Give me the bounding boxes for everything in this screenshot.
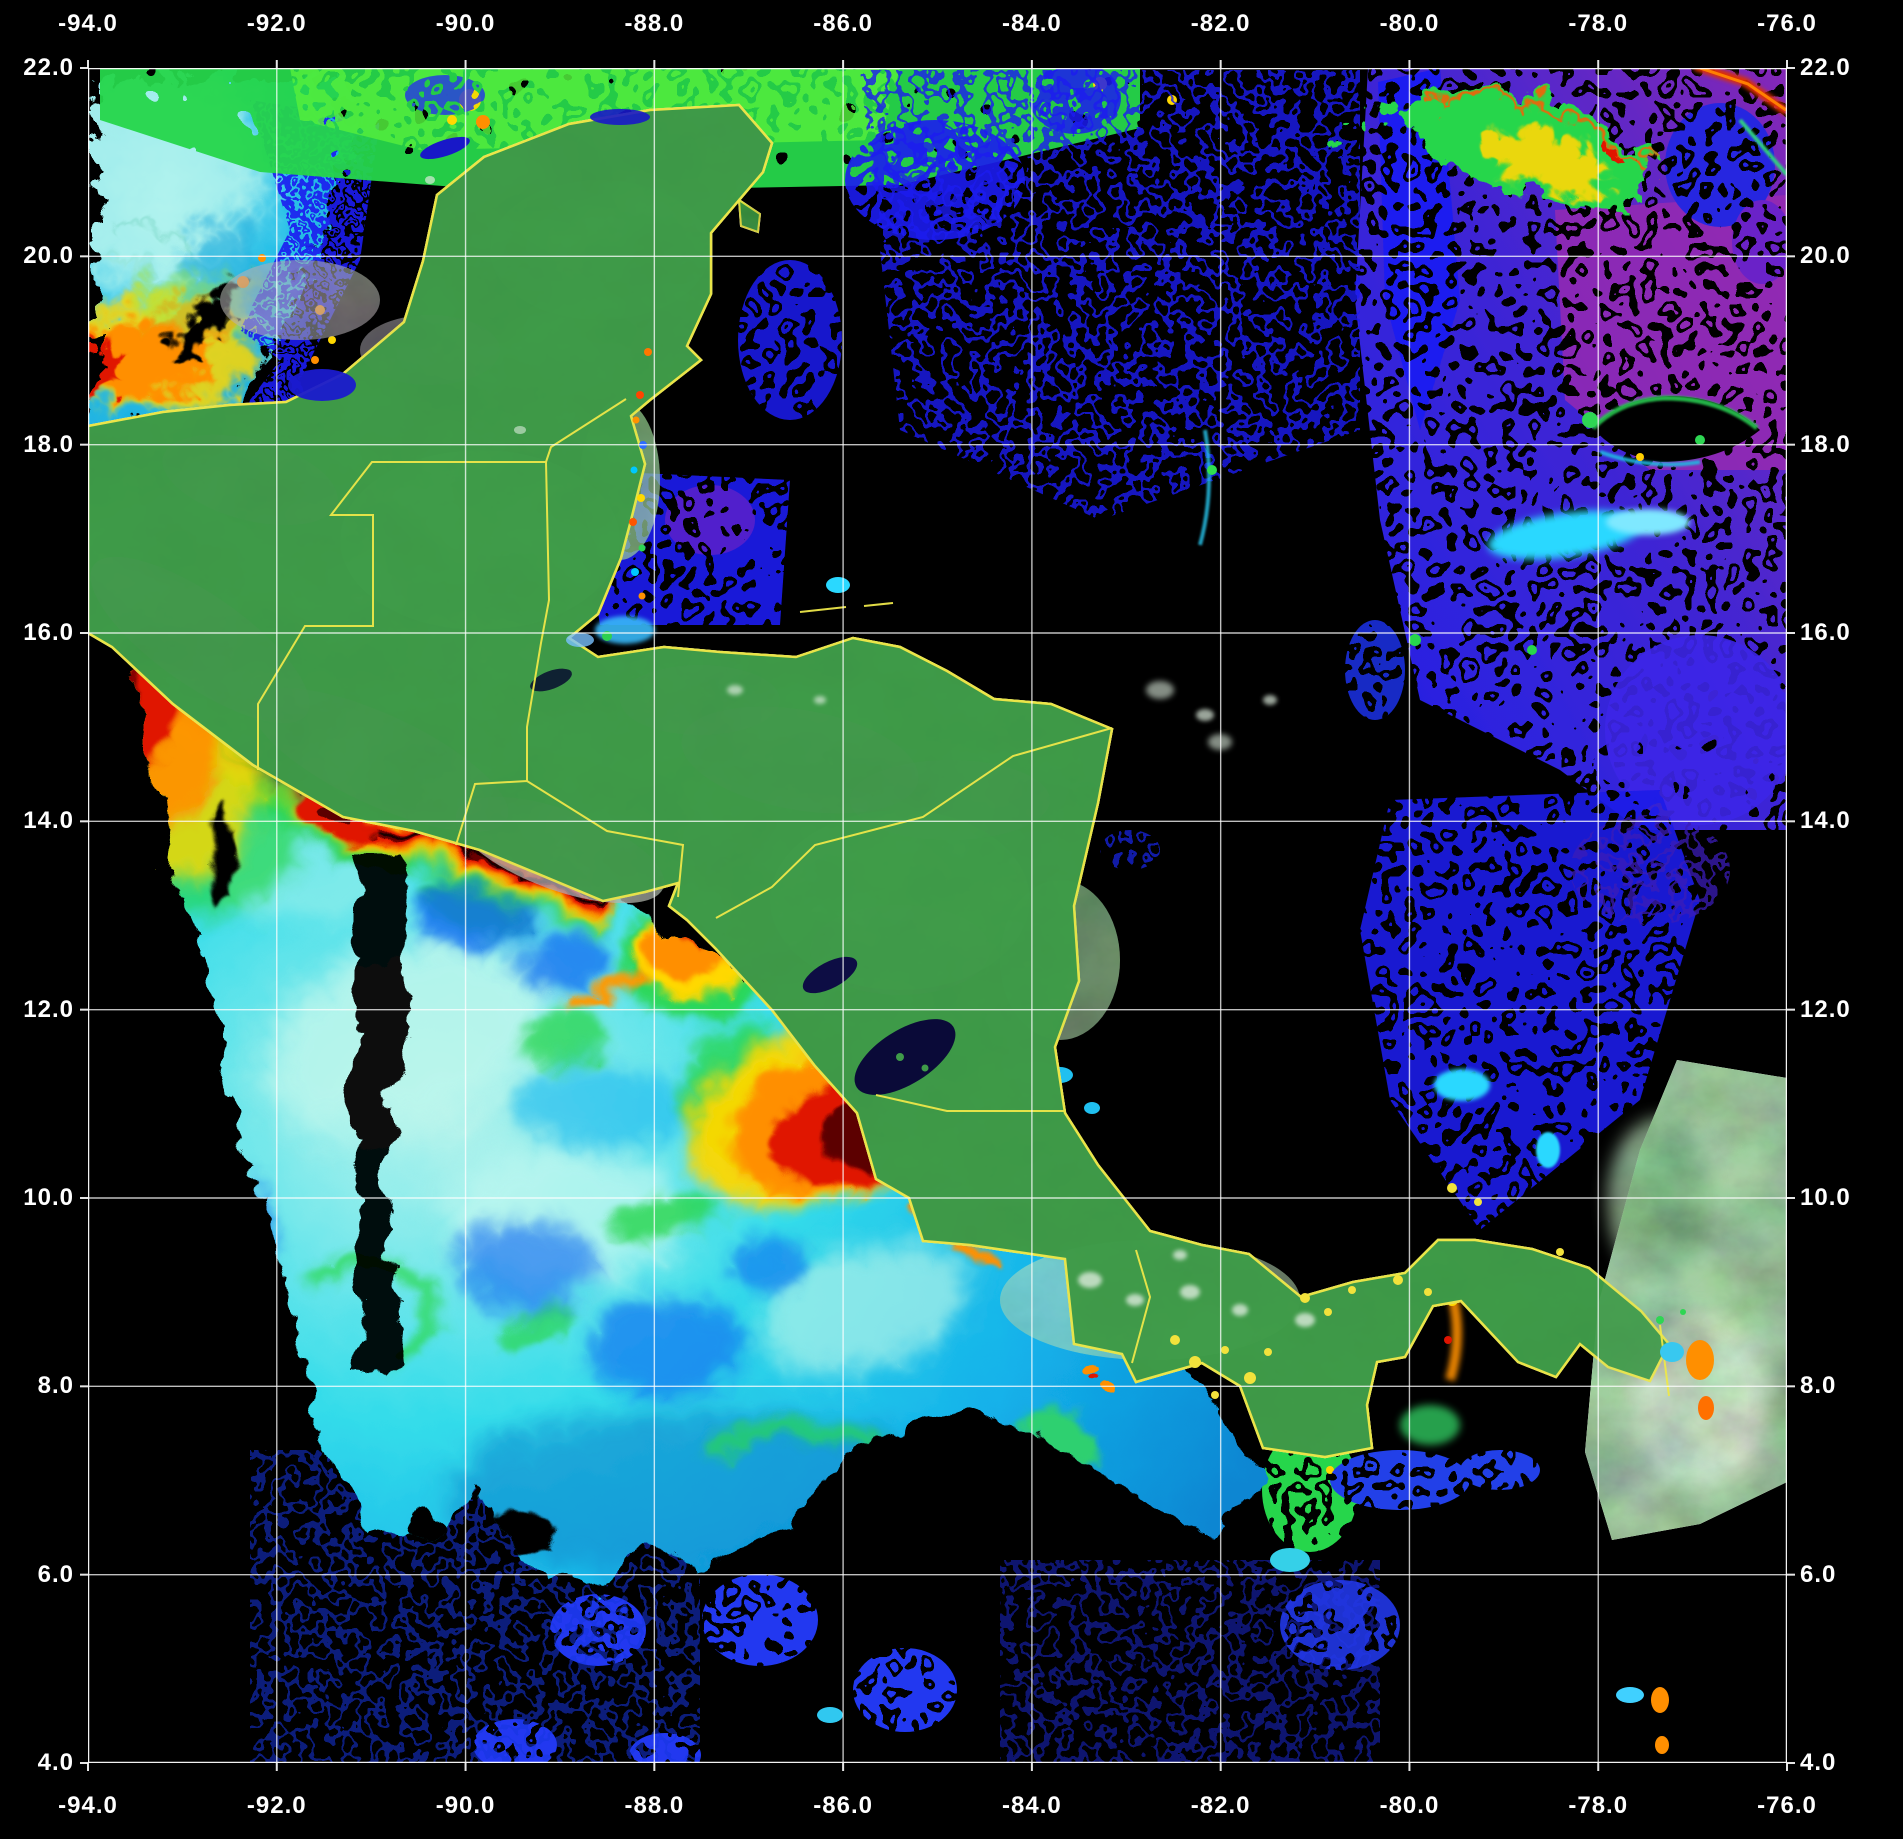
lat-tick-label: 10.0 xyxy=(1800,1184,1851,1211)
panama-yellow-cloud-specks xyxy=(1170,1183,1564,1399)
lon-tick-label: -90.0 xyxy=(435,1792,496,1819)
lat-tick-label: 18.0 xyxy=(1800,430,1851,458)
lat-tick-label: 18.0 xyxy=(23,430,74,458)
darien-coastal-blobs xyxy=(1656,1309,1714,1420)
lat-tick-label: 8.0 xyxy=(37,1372,74,1400)
lon-tick-label: -88.0 xyxy=(624,1792,685,1819)
lon-tick-label: -86.0 xyxy=(813,1792,873,1819)
lat-tick-label: 6.0 xyxy=(1800,1560,1837,1588)
lon-tick-label: -94.0 xyxy=(58,1792,118,1819)
lat-tick-label: 4.0 xyxy=(37,1749,74,1776)
cuba-coast-bloom xyxy=(1334,78,1645,205)
lat-tick-label: 22.0 xyxy=(23,54,74,81)
lon-tick-label: -78.0 xyxy=(1568,10,1629,37)
lat-tick-label: 14.0 xyxy=(23,807,74,835)
lon-tick-label: -84.0 xyxy=(1002,1792,1062,1819)
gulf-of-panama-bloom xyxy=(1330,1259,1540,1510)
lon-tick-label: -92.0 xyxy=(246,1792,307,1819)
lat-tick-label: 22.0 xyxy=(1800,54,1851,81)
lon-tick-label: -80.0 xyxy=(1379,10,1440,37)
lat-tick-label: 8.0 xyxy=(1800,1372,1837,1400)
lat-tick-label: 20.0 xyxy=(1800,242,1851,270)
country-borders xyxy=(257,398,1670,1397)
lakes xyxy=(288,109,956,1095)
lon-tick-label: -80.0 xyxy=(1379,1792,1440,1819)
lon-tick-label: -88.0 xyxy=(624,10,685,37)
lat-tick-label: 12.0 xyxy=(1800,995,1851,1023)
lon-tick-label: -82.0 xyxy=(1190,1792,1251,1819)
lon-tick-label: -82.0 xyxy=(1190,10,1251,37)
northeast-corner-bloom xyxy=(1665,68,1787,284)
plot-frame xyxy=(80,60,1795,1771)
lat-tick-label: 14.0 xyxy=(1800,807,1851,835)
lat-tick-label: 10.0 xyxy=(23,1184,74,1211)
lon-tick-label: -78.0 xyxy=(1568,1792,1629,1819)
lon-tick-label: -90.0 xyxy=(435,10,496,37)
lon-tick-label: -76.0 xyxy=(1757,1792,1817,1819)
lat-tick-label: 16.0 xyxy=(23,619,74,646)
lat-tick-label: 20.0 xyxy=(23,242,74,270)
lon-tick-label: -76.0 xyxy=(1757,10,1817,37)
lon-tick-label: -86.0 xyxy=(813,10,873,37)
belize-reef-specks xyxy=(566,348,655,647)
grid-lines xyxy=(88,68,1787,1763)
lon-tick-label: -92.0 xyxy=(246,10,307,37)
lat-tick-label: 12.0 xyxy=(23,995,74,1023)
lat-tick-label: 16.0 xyxy=(1800,619,1851,646)
lon-tick-label: -94.0 xyxy=(58,10,118,37)
gulf-of-mexico-chlorophyll-field xyxy=(88,68,345,428)
lat-tick-label: 6.0 xyxy=(37,1560,74,1588)
lat-tick-label: 4.0 xyxy=(1800,1749,1837,1776)
jamaica-island xyxy=(1582,395,1760,467)
lon-tick-label: -84.0 xyxy=(1002,10,1062,37)
cloud-flecks xyxy=(425,176,1315,1327)
